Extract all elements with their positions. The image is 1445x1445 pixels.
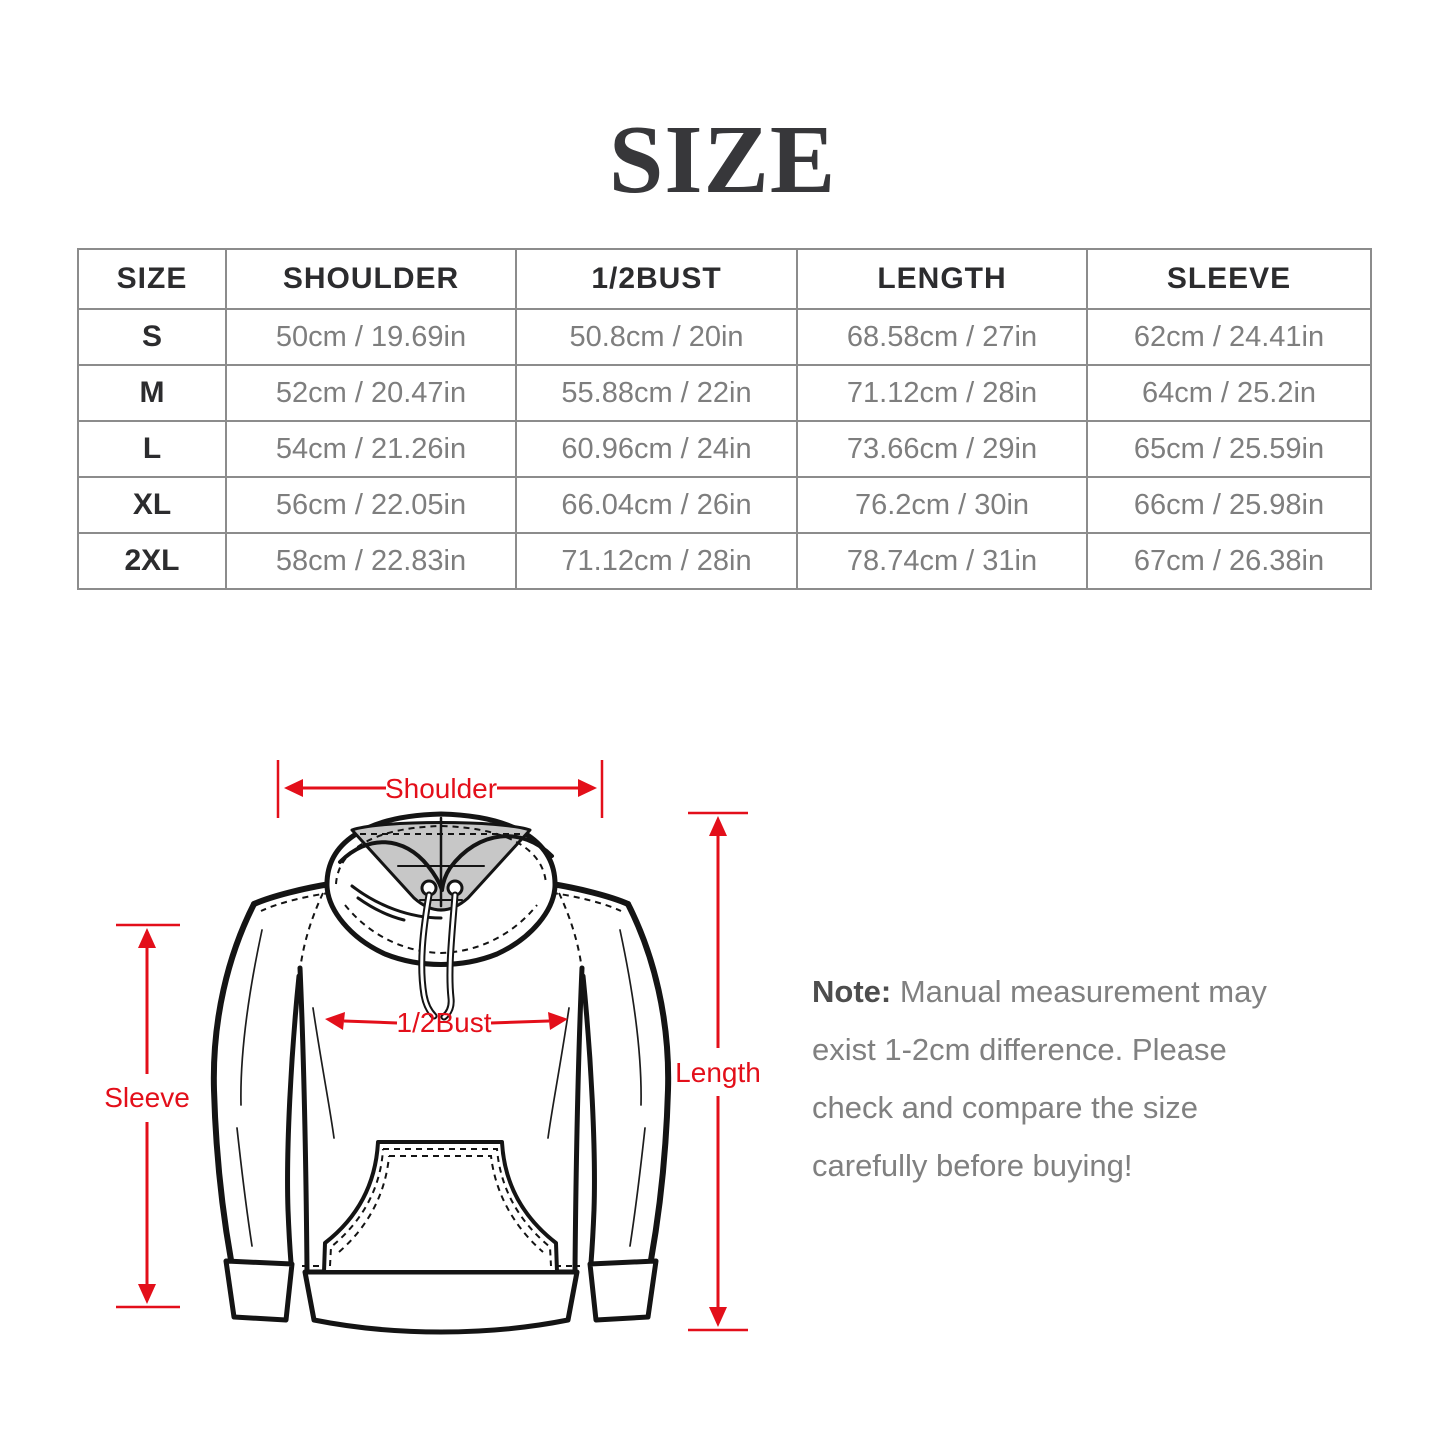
cell-shoulder: 56cm / 22.05in — [225, 476, 517, 534]
cell-sleeve: 66cm / 25.98in — [1086, 476, 1372, 534]
body — [297, 965, 585, 1273]
note-text: Note: Manual measurement may exist 1-2cm… — [812, 963, 1357, 1195]
shoulder-seams — [251, 881, 631, 971]
hem-band — [302, 1269, 580, 1335]
table-row-s: S 50cm / 19.69in 50.8cm / 20in 68.58cm /… — [77, 308, 1372, 366]
half-bust-label: 1/2Bust — [397, 1007, 492, 1038]
shoulder-label: Shoulder — [385, 773, 497, 804]
cell-sleeve: 64cm / 25.2in — [1086, 364, 1372, 422]
header-length: LENGTH — [796, 248, 1088, 310]
cell-length: 71.12cm / 28in — [796, 364, 1088, 422]
page-title: SIZE — [608, 106, 837, 214]
cell-sleeve: 67cm / 26.38in — [1086, 532, 1372, 590]
note-line: check and compare the size — [812, 1090, 1198, 1125]
half-bust-measure-arrow: 1/2Bust — [325, 1007, 568, 1038]
cell-length: 76.2cm / 30in — [796, 476, 1088, 534]
table-row-l: L 54cm / 21.26in 60.96cm / 24in 73.66cm … — [77, 420, 1372, 478]
header-size: SIZE — [77, 248, 227, 310]
header-sleeve: SLEEVE — [1086, 248, 1372, 310]
left-cuff — [223, 1258, 295, 1323]
cell-shoulder: 54cm / 21.26in — [225, 420, 517, 478]
hoodie-measurement-diagram: Shoulder 1/2Bust Sleeve Length — [104, 760, 761, 1335]
right-cuff — [587, 1258, 659, 1323]
note-line: exist 1-2cm difference. Please — [812, 1032, 1227, 1067]
cell-sleeve: 65cm / 25.59in — [1086, 420, 1372, 478]
table-header-row: SIZE SHOULDER 1/2BUST LENGTH SLEEVE — [77, 248, 1372, 310]
sleeve-measure-arrow: Sleeve — [104, 923, 190, 1309]
left-sleeve — [210, 901, 302, 1266]
row-label: 2XL — [77, 532, 227, 590]
header-shoulder: SHOULDER — [225, 248, 517, 310]
table-row-xl: XL 56cm / 22.05in 66.04cm / 26in 76.2cm … — [77, 476, 1372, 534]
cell-halfbust: 60.96cm / 24in — [515, 420, 798, 478]
cell-halfbust: 50.8cm / 20in — [515, 308, 798, 366]
cell-halfbust: 55.88cm / 22in — [515, 364, 798, 422]
cell-length: 73.66cm / 29in — [796, 420, 1088, 478]
cell-length: 68.58cm / 27in — [796, 308, 1088, 366]
header-halfbust: 1/2BUST — [515, 248, 798, 310]
kangaroo-pocket — [322, 1140, 559, 1274]
hood — [324, 811, 558, 967]
cell-halfbust: 71.12cm / 28in — [515, 532, 798, 590]
table-row-2xl: 2XL 58cm / 22.83in 71.12cm / 28in 78.74c… — [77, 532, 1372, 590]
note-label: Note: — [812, 974, 892, 1009]
right-sleeve — [580, 901, 672, 1266]
cell-length: 78.74cm / 31in — [796, 532, 1088, 590]
cell-sleeve: 62cm / 24.41in — [1086, 308, 1372, 366]
row-label: XL — [77, 476, 227, 534]
cell-shoulder: 58cm / 22.83in — [225, 532, 517, 590]
length-label: Length — [675, 1057, 761, 1088]
note-line: carefully before buying! — [812, 1148, 1133, 1183]
row-label: S — [77, 308, 227, 366]
note-line: Note: Manual measurement may — [812, 974, 1267, 1009]
row-label: L — [77, 420, 227, 478]
length-measure-arrow: Length — [675, 811, 761, 1332]
size-table: SIZE SHOULDER 1/2BUST LENGTH SLEEVE S 50… — [77, 248, 1372, 590]
row-label: M — [77, 364, 227, 422]
hoodie-line-art — [210, 811, 672, 1335]
cell-halfbust: 66.04cm / 26in — [515, 476, 798, 534]
table-row-m: M 52cm / 20.47in 55.88cm / 22in 71.12cm … — [77, 364, 1372, 422]
cell-shoulder: 50cm / 19.69in — [225, 308, 517, 366]
shoulder-measure-arrow: Shoulder — [276, 760, 604, 818]
sleeve-label: Sleeve — [104, 1082, 190, 1113]
cell-shoulder: 52cm / 20.47in — [225, 364, 517, 422]
drawstrings — [418, 891, 459, 1021]
